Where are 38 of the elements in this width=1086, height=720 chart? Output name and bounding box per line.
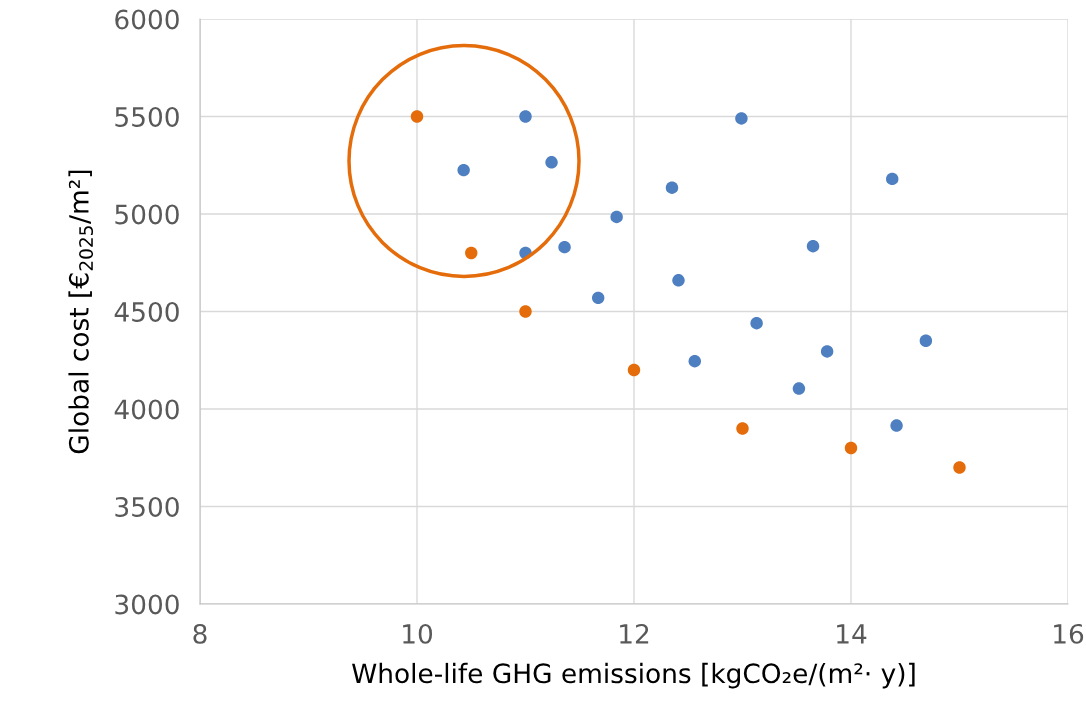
point [672,274,685,287]
y-axis-title: Global cost [€$_{2025}$/m²] [68,170,94,454]
point [844,441,858,455]
point [610,210,623,224]
point [806,239,820,253]
point [919,334,933,347]
point [627,363,641,377]
y-tick-label: 5500 [115,106,179,127]
x-tick-label: 10 [403,623,433,644]
point [465,246,478,260]
point [886,172,899,186]
x-axis-title: Whole-life GHG emissions [kgCO₂e/(m²· y)] [352,662,915,689]
point [410,110,424,123]
y-tick-label: 4000 [114,399,179,420]
x-tick-label: 16 [1054,623,1084,644]
x-tick-label: 12 [620,623,649,644]
point [688,355,701,368]
point [750,316,763,330]
y-tick-label: 3500 [115,496,179,517]
point [736,422,749,435]
point [519,110,532,123]
x-tick-label: 8 [193,623,207,644]
point [457,163,470,177]
point [545,156,558,169]
point [665,181,679,194]
y-tick-label: 3000 [115,594,179,615]
y-tick-label: 6000 [115,9,179,30]
x-tick-label: 14 [837,624,867,644]
point [953,461,966,474]
point [591,291,605,305]
point [820,345,834,358]
point [890,419,903,432]
y-tick-label: 5000 [115,204,179,225]
point [735,112,748,125]
point [792,382,806,395]
point [558,240,571,254]
point [519,305,532,318]
y-tick-label: 4500 [114,301,179,322]
